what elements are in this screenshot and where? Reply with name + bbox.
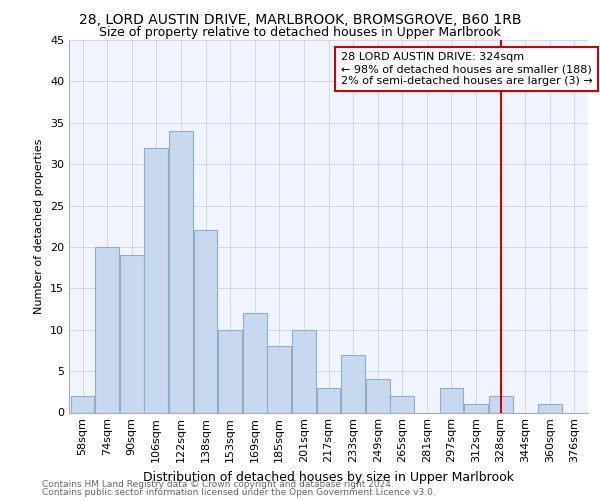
Text: Contains public sector information licensed under the Open Government Licence v3: Contains public sector information licen… bbox=[42, 488, 436, 497]
Bar bbox=[169, 131, 193, 412]
Text: Contains HM Land Registry data © Crown copyright and database right 2024.: Contains HM Land Registry data © Crown c… bbox=[42, 480, 394, 489]
Text: 28, LORD AUSTIN DRIVE, MARLBROOK, BROMSGROVE, B60 1RB: 28, LORD AUSTIN DRIVE, MARLBROOK, BROMSG… bbox=[79, 12, 521, 26]
Bar bbox=[391, 396, 414, 412]
Bar bbox=[218, 330, 242, 412]
Bar bbox=[317, 388, 340, 412]
Text: 28 LORD AUSTIN DRIVE: 324sqm
← 98% of detached houses are smaller (188)
2% of se: 28 LORD AUSTIN DRIVE: 324sqm ← 98% of de… bbox=[341, 52, 593, 86]
Bar bbox=[292, 330, 316, 412]
Bar bbox=[145, 148, 168, 412]
Bar bbox=[366, 380, 389, 412]
Bar bbox=[538, 404, 562, 412]
Bar bbox=[440, 388, 463, 412]
Bar bbox=[194, 230, 217, 412]
Bar bbox=[489, 396, 512, 412]
Text: Size of property relative to detached houses in Upper Marlbrook: Size of property relative to detached ho… bbox=[99, 26, 501, 39]
X-axis label: Distribution of detached houses by size in Upper Marlbrook: Distribution of detached houses by size … bbox=[143, 471, 514, 484]
Bar bbox=[341, 354, 365, 412]
Bar bbox=[95, 247, 119, 412]
Bar bbox=[120, 255, 143, 412]
Bar bbox=[268, 346, 291, 412]
Bar bbox=[464, 404, 488, 412]
Bar bbox=[243, 313, 266, 412]
Y-axis label: Number of detached properties: Number of detached properties bbox=[34, 138, 44, 314]
Bar bbox=[71, 396, 94, 412]
